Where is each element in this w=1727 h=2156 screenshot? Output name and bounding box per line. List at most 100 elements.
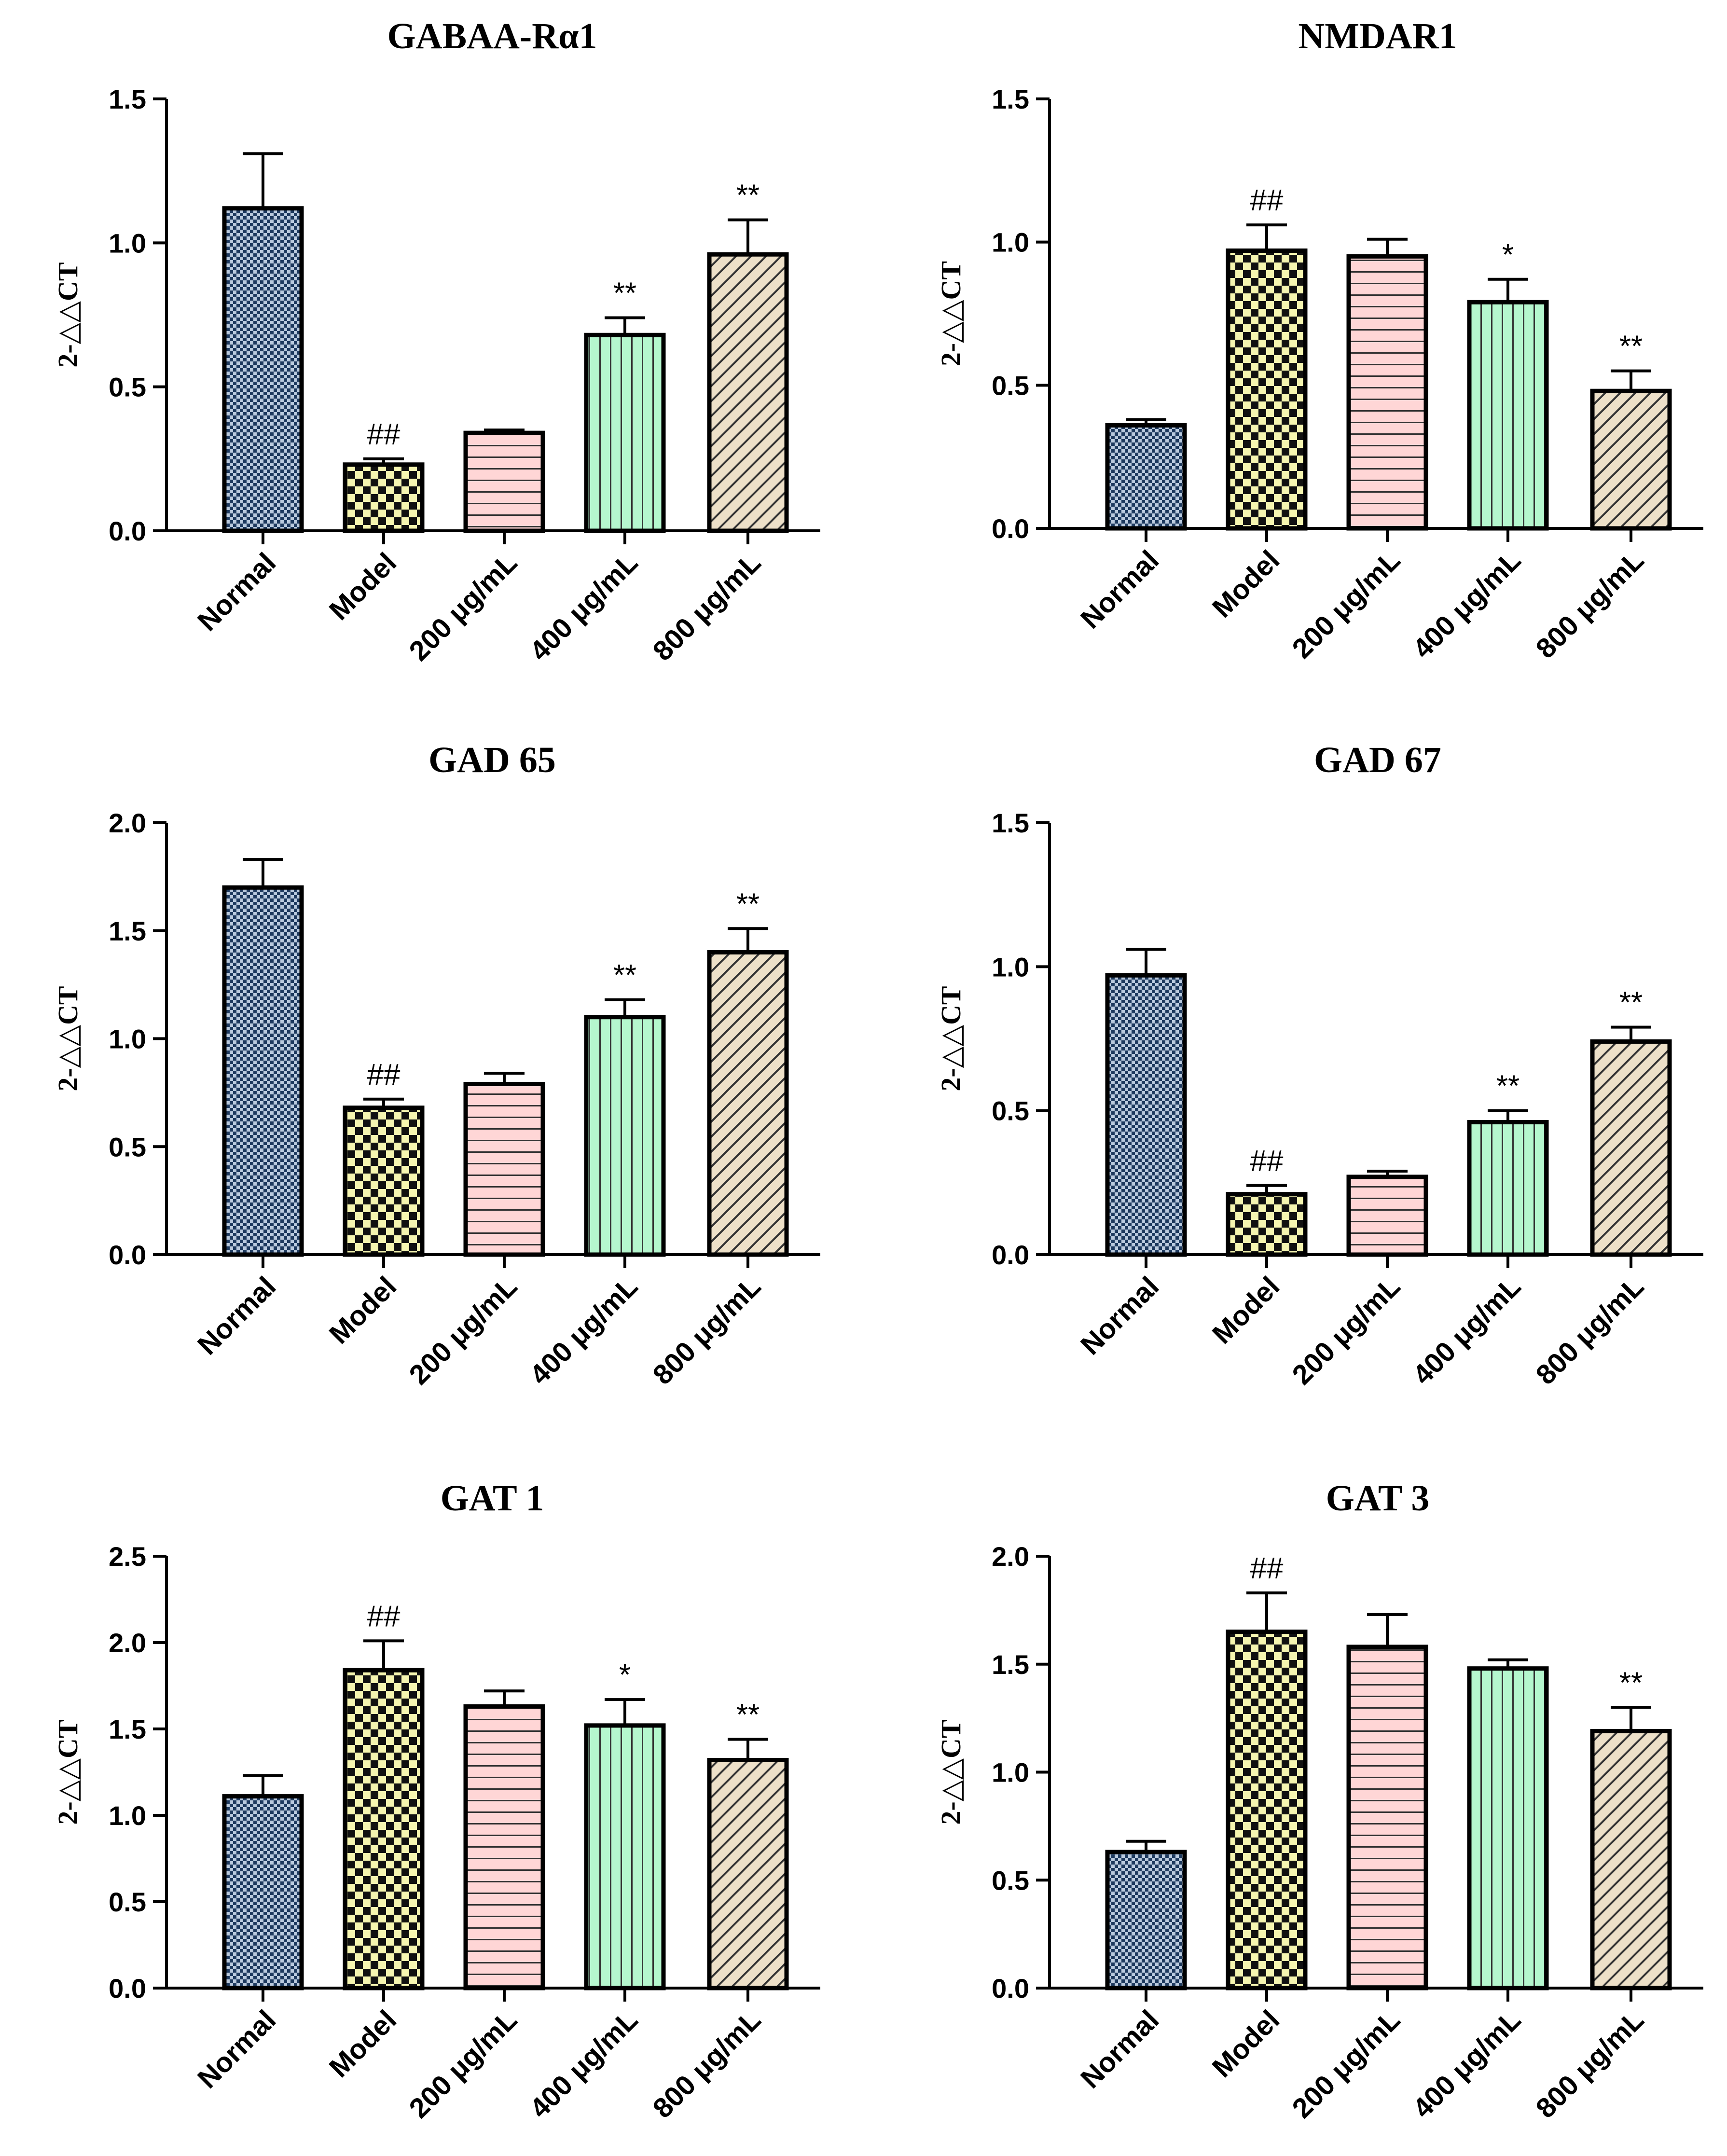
x-tick-label: Model bbox=[323, 2004, 402, 2083]
y-tick-label: 1.0 bbox=[109, 1800, 146, 1831]
x-tick-label: 800 μg/mL bbox=[1530, 2004, 1650, 2124]
y-tick-label: 1.5 bbox=[992, 1649, 1029, 1680]
y-tick-label: 2.0 bbox=[992, 1541, 1029, 1572]
bar-5 bbox=[707, 1757, 789, 1990]
x-tick-label: Model bbox=[323, 547, 402, 626]
bar-5 bbox=[707, 950, 789, 1257]
x-tick-label: Normal bbox=[192, 1271, 282, 1361]
bar-1 bbox=[1105, 1850, 1187, 1990]
x-tick-label: Model bbox=[1206, 2004, 1285, 2083]
chart-panel-1: GABAA-Rα1 2-△△CT 0.0 0.5 1.0 1.5 Normal ## Model… bbox=[52, 16, 820, 667]
chart-panel-4: GAD 67 2-△△CT 0.0 0.5 1.0 1.5 Normal ## Model 200… bbox=[935, 740, 1703, 1391]
x-tick-label: Model bbox=[1206, 544, 1285, 623]
bar-4 bbox=[1467, 300, 1549, 531]
x-tick-label: 800 μg/mL bbox=[647, 547, 767, 667]
x-tick-label: 800 μg/mL bbox=[1530, 1271, 1650, 1391]
bar-3 bbox=[1346, 1645, 1428, 1990]
y-tick-label: 1.5 bbox=[109, 1714, 146, 1744]
y-axis-label: 2-△△CT bbox=[935, 261, 967, 366]
bar-2 bbox=[343, 1106, 425, 1257]
chart-panel-3: GAD 65 2-△△CT 0.0 0.5 1.0 1.5 2.0 Normal ## Model… bbox=[52, 740, 820, 1391]
bar-1 bbox=[1105, 973, 1187, 1257]
significance-label: ** bbox=[736, 887, 760, 921]
significance-label: * bbox=[619, 1658, 631, 1692]
x-tick-label: 400 μg/mL bbox=[1407, 2004, 1527, 2124]
x-tick-label: Normal bbox=[192, 2004, 282, 2094]
y-axis-label: 2-△△CT bbox=[52, 262, 83, 367]
x-tick-label: 400 μg/mL bbox=[1407, 1271, 1527, 1391]
y-tick-label: 1.5 bbox=[992, 84, 1029, 114]
chart-title: GAT 1 bbox=[441, 1478, 544, 1519]
chart-title: GABAA-Rα1 bbox=[387, 16, 597, 56]
bar-5 bbox=[1590, 388, 1672, 531]
significance-label: ** bbox=[1619, 1666, 1643, 1700]
x-tick-label: 200 μg/mL bbox=[403, 2004, 523, 2124]
x-tick-label: 800 μg/mL bbox=[647, 2004, 767, 2124]
significance-label: ## bbox=[1250, 1552, 1284, 1585]
y-tick-label: 0.5 bbox=[109, 372, 146, 402]
significance-label: ** bbox=[736, 1698, 760, 1731]
bar-3 bbox=[463, 1081, 545, 1257]
x-tick-label: 800 μg/mL bbox=[1530, 544, 1650, 664]
x-tick-label: 800 μg/mL bbox=[647, 1271, 767, 1391]
significance-label: ## bbox=[1250, 1145, 1284, 1178]
bar-4 bbox=[584, 1723, 666, 1990]
significance-label: ** bbox=[736, 179, 760, 212]
chart-title: NMDAR1 bbox=[1298, 16, 1457, 56]
y-tick-label: 0.5 bbox=[992, 1096, 1029, 1126]
bar-4 bbox=[584, 332, 666, 533]
y-tick-label: 0.0 bbox=[992, 1973, 1029, 2004]
y-tick-label: 0.5 bbox=[109, 1132, 146, 1162]
significance-label: ** bbox=[1619, 330, 1643, 363]
y-tick-label: 0.5 bbox=[992, 1865, 1029, 1895]
bar-1 bbox=[1105, 423, 1187, 531]
bar-1 bbox=[222, 206, 304, 533]
chart-title: GAD 65 bbox=[428, 740, 556, 780]
bar-2 bbox=[1226, 1630, 1308, 1990]
y-axis-label: 2-△△CT bbox=[52, 1719, 83, 1824]
bar-3 bbox=[463, 430, 545, 533]
significance-label: ## bbox=[367, 1600, 401, 1633]
x-tick-label: 400 μg/mL bbox=[524, 1271, 644, 1391]
x-tick-label: 200 μg/mL bbox=[403, 547, 523, 667]
bar-2 bbox=[1226, 248, 1308, 531]
chart-panel-2: NMDAR1 2-△△CT 0.0 0.5 1.0 1.5 Normal ## Model 200… bbox=[935, 16, 1703, 664]
significance-label: ** bbox=[1496, 1070, 1520, 1103]
y-axis-label: 2-△△CT bbox=[52, 986, 83, 1091]
y-tick-label: 1.5 bbox=[109, 916, 146, 946]
significance-label: ** bbox=[1619, 986, 1643, 1020]
x-tick-label: Normal bbox=[1075, 2004, 1165, 2094]
y-tick-label: 2.0 bbox=[109, 808, 146, 838]
x-tick-label: Normal bbox=[1075, 544, 1165, 635]
bar-4 bbox=[1467, 1120, 1549, 1257]
bar-3 bbox=[463, 1704, 545, 1990]
x-tick-label: Normal bbox=[192, 547, 282, 637]
y-tick-label: 1.0 bbox=[992, 952, 1029, 982]
x-tick-label: 400 μg/mL bbox=[524, 2004, 644, 2124]
bar-4 bbox=[1467, 1666, 1549, 1990]
x-tick-label: 200 μg/mL bbox=[1286, 544, 1406, 664]
y-tick-label: 1.0 bbox=[109, 228, 146, 258]
x-tick-label: 400 μg/mL bbox=[1407, 544, 1527, 664]
y-tick-label: 1.0 bbox=[992, 227, 1029, 258]
x-tick-label: 400 μg/mL bbox=[524, 547, 644, 667]
significance-label: ## bbox=[367, 1058, 401, 1092]
significance-label: ## bbox=[1250, 184, 1284, 217]
y-axis-label: 2-△△CT bbox=[935, 986, 967, 1091]
y-tick-label: 1.5 bbox=[109, 84, 146, 114]
x-tick-label: Model bbox=[1206, 1271, 1285, 1350]
bar-5 bbox=[1590, 1039, 1672, 1257]
significance-label: * bbox=[1502, 238, 1514, 272]
chart-title: GAD 67 bbox=[1314, 740, 1441, 780]
bar-2 bbox=[1226, 1192, 1308, 1257]
y-tick-label: 0.5 bbox=[992, 370, 1029, 401]
chart-title: GAT 3 bbox=[1326, 1478, 1430, 1519]
y-tick-label: 0.0 bbox=[109, 1973, 146, 2004]
y-tick-label: 1.0 bbox=[109, 1024, 146, 1054]
bar-2 bbox=[343, 462, 425, 533]
y-tick-label: 0.0 bbox=[992, 1240, 1029, 1270]
bar-1 bbox=[222, 1794, 304, 1990]
chart-panel-5: GAT 1 2-△△CT 0.0 0.5 1.0 1.5 2.0 2.5 Normal ## Mod… bbox=[52, 1478, 820, 2124]
y-axis-label: 2-△△CT bbox=[935, 1719, 967, 1824]
